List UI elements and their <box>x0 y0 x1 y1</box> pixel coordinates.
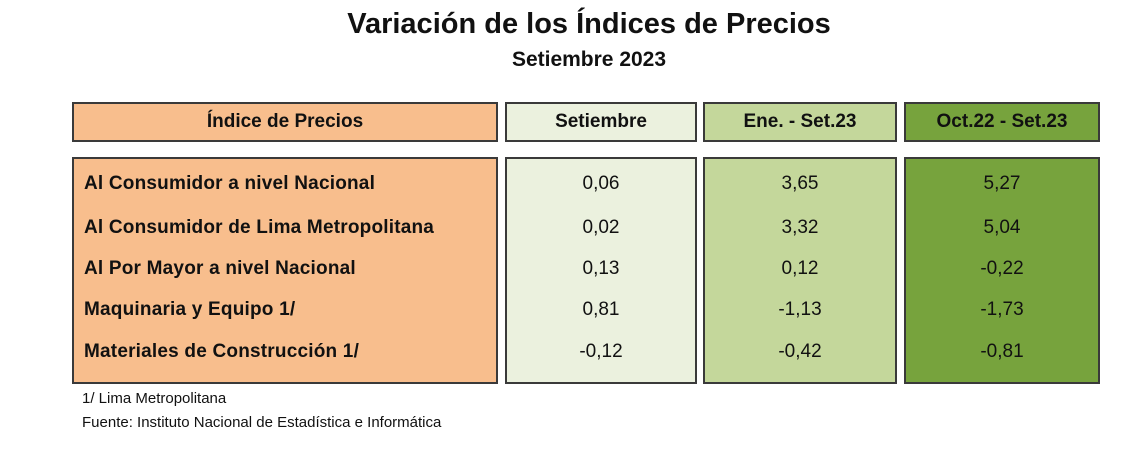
footnote: 1/ Lima Metropolitana <box>82 390 227 407</box>
setiembre-column: 0,06 0,02 0,13 0,81 -0,12 <box>505 157 697 384</box>
label-column: Al Consumidor a nivel Nacional Al Consum… <box>72 157 498 384</box>
header-ene-set: Ene. - Set.23 <box>703 102 897 142</box>
header-oct-set: Oct.22 - Set.23 <box>904 102 1100 142</box>
page-title: Variación de los Índices de Precios <box>347 8 831 40</box>
source-note: Fuente: Instituto Nacional de Estadístic… <box>82 414 442 431</box>
oct-set-column: 5,27 5,04 -0,22 -1,73 -0,81 <box>904 157 1100 384</box>
value-cell: 0,12 <box>781 258 819 279</box>
value-cell: -1,73 <box>980 299 1024 320</box>
value-cell: 0,13 <box>582 258 620 279</box>
value-cell: 0,06 <box>582 173 620 194</box>
value-cell: -0,42 <box>778 341 822 362</box>
header-setiembre: Setiembre <box>505 102 697 142</box>
value-cell: 5,04 <box>983 217 1021 238</box>
row-label: Al Consumidor de Lima Metropolitana <box>84 217 435 238</box>
row-label: Maquinaria y Equipo 1/ <box>84 299 296 320</box>
value-cell: -0,12 <box>579 341 623 362</box>
page-subtitle: Setiembre 2023 <box>511 48 667 71</box>
value-cell: 0,02 <box>582 217 620 238</box>
value-cell: 3,65 <box>781 173 819 194</box>
row-label: Al Consumidor a nivel Nacional <box>84 173 376 194</box>
value-cell: 3,32 <box>781 217 819 238</box>
row-label: Al Por Mayor a nivel Nacional <box>84 258 356 279</box>
value-cell: 5,27 <box>983 173 1021 194</box>
value-cell: -0,81 <box>980 341 1024 362</box>
value-cell: -0,22 <box>980 258 1024 279</box>
value-cell: 0,81 <box>582 299 620 320</box>
row-label: Materiales de Construcción 1/ <box>84 341 360 362</box>
ene-set-column: 3,65 3,32 0,12 -1,13 -0,42 <box>703 157 897 384</box>
header-indice: Índice de Precios <box>72 102 498 142</box>
value-cell: -1,13 <box>778 299 822 320</box>
